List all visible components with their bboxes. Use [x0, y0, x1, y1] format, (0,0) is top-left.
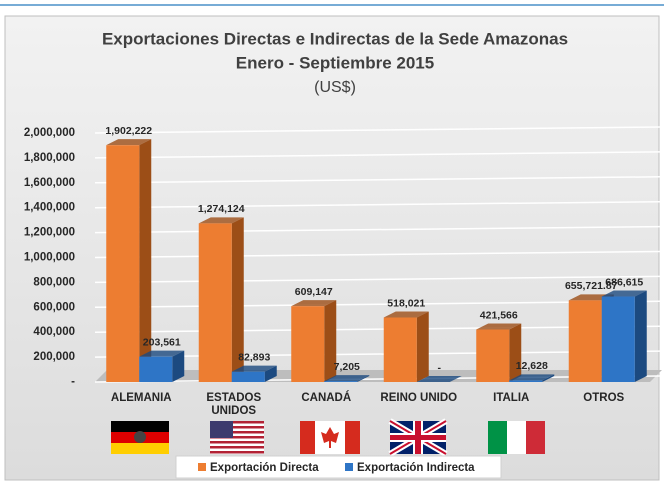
bar-side	[357, 375, 370, 382]
legend-swatch	[198, 463, 206, 471]
bar-side	[542, 374, 555, 382]
grid-line	[94, 250, 661, 259]
y-tick-label: -	[71, 376, 75, 388]
bar-top	[509, 374, 555, 381]
grid-line	[94, 325, 661, 333]
value-label: 421,566	[480, 309, 518, 321]
flag-germany	[111, 421, 169, 454]
bar	[324, 381, 358, 382]
bar-top	[383, 311, 429, 318]
y-tick-label: 200,000	[33, 351, 75, 363]
y-tick-label: 800,000	[33, 276, 75, 288]
bar-side	[416, 311, 429, 382]
bar	[509, 380, 543, 382]
value-label: -	[438, 362, 442, 374]
grid-line	[94, 176, 661, 184]
bar-top	[601, 290, 647, 297]
bar-side	[634, 290, 647, 382]
bar-side	[264, 365, 277, 382]
chart-title: Exportaciones Directas e Indirectas de l…	[102, 29, 568, 48]
bar-side	[172, 350, 185, 382]
legend-label: Exportación Indirecta	[357, 462, 475, 474]
bar-side	[509, 323, 522, 382]
y-tick-label: 1,800,000	[24, 152, 75, 164]
flag-italy	[488, 421, 545, 454]
bar-top	[476, 323, 522, 330]
y-tick-label: 600,000	[33, 301, 75, 313]
x-tick-label: REINO UNIDO	[380, 392, 458, 404]
bar	[198, 223, 232, 382]
legend-swatch	[345, 463, 353, 471]
value-label: 1,902,222	[105, 125, 152, 137]
value-label: 609,147	[295, 286, 333, 298]
value-label: 7,205	[334, 361, 360, 373]
value-label: 203,561	[143, 336, 181, 348]
bar-top	[106, 139, 152, 146]
grid-line	[94, 126, 661, 134]
value-label: 12,628	[516, 360, 548, 372]
bar-top	[291, 300, 337, 307]
x-tick-label: ESTADOS UNIDOS	[206, 392, 262, 417]
legend-label: Exportación Directa	[210, 462, 319, 474]
bar	[383, 317, 417, 382]
value-label: 1,274,124	[198, 203, 245, 215]
value-label: 686,615	[605, 276, 643, 288]
flags	[111, 418, 545, 457]
y-tick-label: 1,000,000	[24, 252, 75, 264]
bar-top	[416, 376, 462, 382]
flag-canada	[300, 421, 360, 454]
bar	[568, 300, 602, 382]
x-tick-label: ITALIA	[493, 392, 530, 404]
bar-top	[198, 217, 244, 224]
grid-line	[94, 151, 661, 159]
y-tick-label: 1,600,000	[24, 177, 75, 189]
y-tick-label: 1,200,000	[24, 227, 75, 239]
grid-line	[94, 350, 661, 358]
bar-top	[139, 350, 185, 357]
grid-line	[94, 200, 661, 209]
grid-line	[94, 375, 661, 383]
unit-label: (US$)	[314, 79, 356, 96]
chart-subtitle: Enero - Septiembre 2015	[236, 53, 434, 72]
bar	[139, 356, 173, 382]
bar-side	[324, 300, 337, 382]
bar	[106, 145, 140, 382]
value-label: 82,893	[238, 351, 270, 363]
grid-line	[94, 275, 661, 284]
y-tick-label: 400,000	[33, 326, 75, 338]
value-label: 655,721.87	[565, 280, 618, 292]
flag-uk	[388, 418, 448, 457]
flag-usa	[210, 421, 264, 454]
bar-side	[231, 217, 244, 382]
legend-box	[175, 455, 502, 479]
bar	[601, 296, 635, 382]
bar-top	[231, 365, 277, 372]
bar	[231, 371, 265, 382]
y-tick-label: 1,400,000	[24, 202, 75, 214]
y-tick-label: 2,000,000	[24, 127, 75, 139]
grid-line	[94, 300, 661, 309]
grid-line	[94, 225, 661, 234]
bar-top	[324, 375, 370, 382]
x-tick-label: CANADÁ	[301, 392, 352, 404]
bar	[476, 329, 510, 382]
bar-side	[139, 139, 152, 382]
bar	[291, 306, 325, 382]
x-tick-label: OTROS	[583, 392, 625, 404]
value-label: 518,021	[387, 297, 425, 309]
x-tick-label: ALEMANIA	[110, 392, 172, 404]
